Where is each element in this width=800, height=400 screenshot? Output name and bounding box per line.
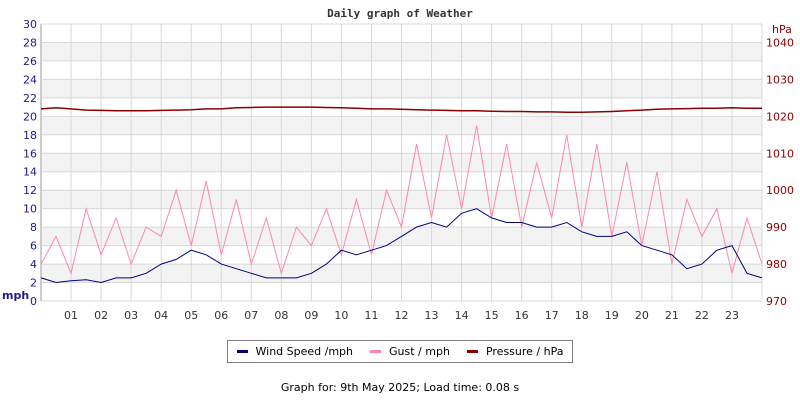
y2-tick-label: 1040 (766, 36, 794, 49)
legend: Wind Speed /mph Gust / mph Pressure / hP… (227, 340, 573, 363)
legend-swatch (236, 350, 248, 353)
legend-item-gust: Gust / mph (370, 345, 450, 358)
series-line-pressure (40, 106, 762, 114)
y-tick-label: 18 (23, 129, 37, 142)
legend-item-wind: Wind Speed /mph (236, 345, 354, 358)
x-tick-label: 08 (274, 309, 288, 322)
x-tick-label: 03 (124, 309, 138, 322)
legend-label: Pressure / hPa (485, 345, 564, 358)
x-tick-label: 02 (94, 309, 108, 322)
y-tick-label: 28 (23, 36, 37, 49)
y-tick-label: 8 (30, 221, 37, 234)
y2-tick-label: 1020 (766, 110, 794, 123)
y-tick-label: 20 (23, 110, 37, 123)
x-tick-label: 14 (455, 309, 469, 322)
legend-item-pressure: Pressure / hPa (466, 345, 564, 358)
y2-tick-label: 970 (766, 295, 787, 308)
x-tick-label: 21 (665, 309, 679, 322)
y-tick-label: 2 (30, 277, 37, 290)
x-tick-label: 05 (184, 309, 198, 322)
x-tick-label: 09 (304, 309, 318, 322)
x-tick-label: 17 (545, 309, 559, 322)
x-tick-label: 06 (214, 309, 228, 322)
x-tick-label: 23 (725, 309, 739, 322)
x-tick-label: 10 (334, 309, 348, 322)
x-tick-label: 16 (515, 309, 529, 322)
y-tick-label: 14 (23, 166, 37, 179)
x-tick-label: 11 (364, 309, 378, 322)
y-axis-label: mph (2, 289, 29, 302)
y2-tick-label: 1030 (766, 73, 794, 86)
footer-status: Graph for: 9th May 2025; Load time: 0.08… (280, 381, 520, 394)
x-tick-label: 15 (485, 309, 499, 322)
x-tick-label: 07 (244, 309, 258, 322)
chart-title: Daily graph of Weather (327, 7, 473, 20)
y2-tick-label: 980 (766, 258, 787, 271)
y-tick-label: 10 (23, 203, 37, 216)
y2-axis-label: hPa (772, 23, 792, 36)
y-tick-label: 22 (23, 92, 37, 105)
x-tick-label: 12 (395, 309, 409, 322)
x-tick-label: 13 (425, 309, 439, 322)
y-tick-label: 16 (23, 147, 37, 160)
legend-swatch (370, 350, 382, 353)
x-tick-label: 04 (154, 309, 168, 322)
y-tick-label: 4 (30, 258, 37, 271)
y-tick-label: 26 (23, 55, 37, 68)
series-line-wind (40, 208, 763, 284)
y-tick-label: 6 (30, 240, 37, 253)
legend-label: Gust / mph (389, 345, 450, 358)
y-tick-label: 24 (23, 73, 37, 86)
x-tick-label: 01 (64, 309, 78, 322)
x-tick-label: 18 (575, 309, 589, 322)
y-tick-label: 0 (30, 295, 37, 308)
x-tick-label: 22 (695, 309, 709, 322)
y2-tick-label: 990 (766, 221, 787, 234)
x-tick-label: 20 (635, 309, 649, 322)
legend-label: Wind Speed /mph (255, 345, 354, 358)
y-tick-label: 12 (23, 184, 37, 197)
y2-tick-label: 1010 (766, 147, 794, 160)
legend-swatch (466, 350, 478, 353)
y-tick-label: 30 (23, 18, 37, 31)
y2-tick-label: 1000 (766, 184, 794, 197)
x-tick-label: 19 (605, 309, 619, 322)
